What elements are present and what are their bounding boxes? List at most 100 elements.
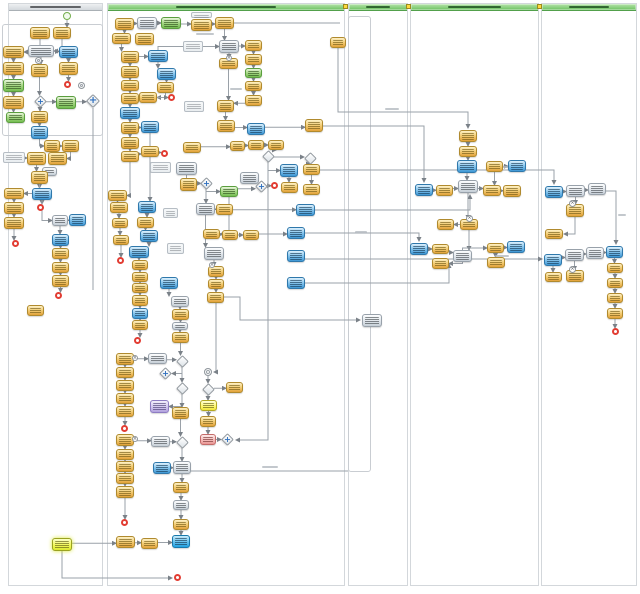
intermediate-event-icon-A17[interactable]	[78, 82, 85, 89]
service-task-A32[interactable]	[32, 188, 52, 200]
end-event-icon-C18[interactable]	[134, 337, 141, 344]
task-B38[interactable]	[248, 140, 264, 150]
subprocess-D6[interactable]	[173, 461, 191, 474]
task-B20[interactable]	[121, 93, 139, 104]
task-K8[interactable]	[503, 185, 521, 197]
task-D10[interactable]	[173, 519, 189, 530]
notification-task-G4[interactable]	[200, 400, 217, 411]
subprocess-J1[interactable]	[362, 314, 382, 327]
lane-5-header[interactable]	[542, 4, 636, 11]
task-A30[interactable]	[4, 217, 24, 229]
task-K6[interactable]	[436, 185, 453, 196]
task-B18[interactable]	[121, 80, 139, 91]
end-event-icon-A40[interactable]	[55, 292, 62, 299]
task-B8[interactable]	[135, 33, 154, 45]
task-B25[interactable]	[217, 100, 234, 112]
task-D8[interactable]	[173, 482, 189, 493]
end-event-icon-H4[interactable]	[174, 574, 181, 581]
subprocess-C34[interactable]	[172, 322, 188, 330]
task-E6[interactable]	[116, 393, 134, 404]
task-K19[interactable]	[487, 257, 505, 268]
task-C30[interactable]	[207, 292, 224, 303]
end-event-icon-B56[interactable]	[271, 182, 278, 189]
service-task-C37[interactable]	[287, 277, 305, 289]
service-task-B32[interactable]	[247, 123, 265, 135]
task-A2[interactable]	[53, 27, 71, 39]
service-task-C21[interactable]	[296, 204, 315, 216]
task-C12[interactable]	[132, 260, 148, 270]
task-B9[interactable]	[121, 51, 139, 63]
task-B51[interactable]	[180, 178, 197, 191]
task-B59[interactable]	[303, 164, 320, 175]
task-M12[interactable]	[545, 272, 562, 282]
lane-3-header[interactable]	[349, 4, 407, 11]
task-B40[interactable]	[141, 146, 159, 157]
subprocess-K4[interactable]	[458, 180, 478, 193]
task-G5[interactable]	[200, 416, 216, 427]
service-task-M13[interactable]	[606, 246, 623, 258]
task-K7[interactable]	[483, 185, 501, 196]
task-A41[interactable]	[27, 305, 44, 316]
task-A3[interactable]	[3, 46, 24, 58]
task-A23[interactable]	[27, 152, 46, 165]
task-B5[interactable]	[191, 19, 212, 31]
task-K20[interactable]	[432, 258, 449, 269]
status-task-B52[interactable]	[220, 186, 238, 197]
subprocess-A4[interactable]	[28, 45, 54, 57]
lane-1-header[interactable]	[9, 4, 102, 11]
end-event-icon-A33[interactable]	[37, 204, 44, 211]
end-event-icon-A16[interactable]	[64, 81, 71, 88]
service-task-B58[interactable]	[280, 164, 298, 177]
task-B39[interactable]	[121, 151, 139, 162]
task-C29[interactable]	[208, 279, 224, 289]
task-A6[interactable]	[3, 62, 24, 75]
task-B7[interactable]	[112, 33, 131, 44]
error-badge-icon-B13[interactable]: ×	[226, 55, 232, 61]
task-A15[interactable]	[59, 62, 78, 75]
service-task-C8[interactable]	[140, 230, 158, 242]
subprocess-D9[interactable]	[173, 500, 189, 510]
task-A39[interactable]	[52, 275, 69, 287]
subprocess-B2[interactable]	[137, 17, 157, 29]
task-B15[interactable]	[245, 54, 262, 65]
task-A29[interactable]	[4, 202, 24, 214]
task-C3[interactable]	[112, 218, 128, 228]
task-F5[interactable]	[116, 461, 134, 472]
subprocess-B53[interactable]	[240, 172, 259, 184]
task-E5[interactable]	[116, 380, 134, 391]
task-M16[interactable]	[607, 293, 623, 303]
status-task-A9[interactable]	[6, 112, 25, 123]
task-A26[interactable]	[31, 171, 48, 184]
task-C17[interactable]	[132, 320, 148, 330]
subprocess-C26[interactable]	[204, 247, 224, 260]
task-B36[interactable]	[121, 137, 139, 149]
service-task-A36[interactable]	[52, 234, 69, 246]
lane-marker-icon-3[interactable]	[537, 4, 542, 9]
task-M15[interactable]	[607, 278, 623, 288]
task-B16[interactable]	[121, 66, 139, 78]
task-C4[interactable]	[113, 235, 129, 245]
subprocess-C32[interactable]	[171, 296, 189, 307]
service-task-B35[interactable]	[141, 121, 159, 133]
status-update-task-D11[interactable]	[172, 535, 190, 548]
task-B19[interactable]	[157, 82, 174, 93]
service-task-K5[interactable]	[415, 184, 433, 196]
task-B26[interactable]	[245, 40, 262, 51]
task-K9[interactable]	[486, 161, 503, 172]
task-A21[interactable]	[62, 140, 79, 152]
task-K1[interactable]	[459, 130, 477, 142]
subprocess-A34[interactable]	[52, 215, 68, 226]
lane-4[interactable]	[410, 3, 539, 586]
end-event-icon-C5[interactable]	[117, 257, 124, 264]
task-B6[interactable]	[215, 17, 234, 29]
task-B33[interactable]	[305, 119, 323, 132]
annotation-B4[interactable]	[191, 12, 212, 18]
error-badge-icon-K11[interactable]: ×	[466, 215, 473, 222]
task-C24[interactable]	[243, 230, 259, 240]
annotation-B11[interactable]	[183, 41, 203, 52]
task-A11[interactable]	[31, 64, 48, 77]
task-C14[interactable]	[132, 283, 148, 293]
subprocess-M8[interactable]	[565, 249, 584, 261]
annotation-B24[interactable]	[184, 101, 204, 112]
task-A13[interactable]	[31, 111, 48, 123]
